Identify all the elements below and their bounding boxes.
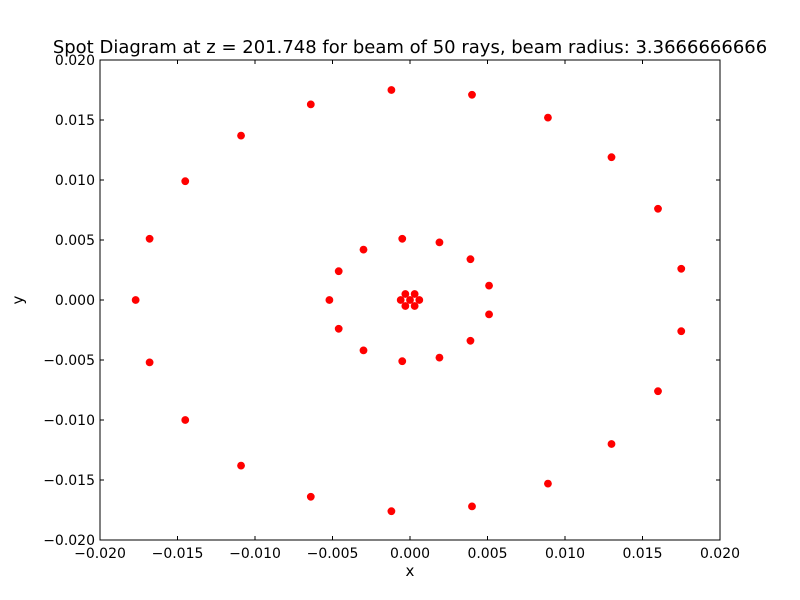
chart-title: Spot Diagram at z = 201.748 for beam of … (53, 37, 767, 58)
spot-point (406, 296, 414, 304)
spot-point (334, 267, 343, 276)
spot-point (466, 336, 475, 345)
spot-point (359, 245, 368, 254)
spot-point (410, 290, 419, 298)
y-tick-label: 0.015 (55, 113, 95, 129)
y-axis-label: y (9, 295, 27, 304)
spot-point (387, 86, 396, 94)
y-axis: −0.020 −0.015 −0.010 −0.005 0.000 0.005 0.010 0… (43, 53, 720, 549)
spot-point (145, 358, 154, 367)
spot-point (387, 507, 396, 516)
spot-point (237, 131, 245, 140)
spot-point (677, 264, 686, 273)
spot-point (607, 153, 616, 162)
x-tick-label: 0.015 (622, 546, 662, 562)
x-tick-label: 0.005 (467, 546, 507, 562)
spot-point (466, 255, 475, 264)
spot-point (544, 479, 552, 488)
y-tick-label: −0.010 (43, 413, 95, 429)
spot-point (485, 281, 493, 290)
spot-point (468, 90, 476, 99)
spot-point (237, 461, 245, 470)
x-axis-label: x (406, 562, 415, 580)
y-tick-label: −0.020 (43, 533, 95, 549)
spot-point (334, 324, 343, 333)
spot-point (607, 440, 616, 448)
spot-point (306, 492, 315, 501)
spot-point (401, 290, 410, 298)
spot-point (325, 296, 334, 304)
spot-point (398, 357, 407, 366)
spot-point (435, 353, 444, 362)
spot-point (401, 302, 410, 310)
spot-point (181, 177, 190, 186)
spot-point (398, 234, 407, 243)
x-tick-label: 0.020 (700, 546, 740, 562)
spot-point (544, 113, 552, 122)
spot-point (396, 296, 405, 304)
spot-point (435, 238, 444, 247)
spot-point (131, 296, 140, 304)
x-tick-label: −0.015 (152, 546, 204, 562)
spot-point (654, 387, 662, 396)
y-tick-label: 0.005 (55, 233, 95, 249)
x-axis: −0.020 −0.015 −0.010 −0.005 0.000 0.005 0.010 0… (74, 60, 740, 562)
spot-point (485, 310, 493, 319)
spot-point (410, 302, 419, 310)
y-tick-label: −0.005 (43, 353, 95, 369)
spot-point (145, 234, 154, 243)
x-tick-label: −0.010 (229, 546, 281, 562)
y-tick-label: 0.000 (55, 293, 95, 309)
spot-point (677, 327, 686, 336)
y-tick-label: −0.015 (43, 473, 95, 489)
spot-point (415, 296, 424, 304)
x-tick-label: 0.000 (390, 546, 430, 562)
spot-point (306, 100, 315, 109)
spot-point (359, 346, 368, 355)
x-tick-label: 0.010 (545, 546, 585, 562)
y-tick-label: 0.020 (55, 53, 95, 69)
spot-point (181, 416, 190, 424)
x-tick-label: −0.020 (74, 546, 126, 562)
spot-point (654, 204, 662, 213)
x-tick-label: −0.005 (307, 546, 359, 562)
spot-point (468, 502, 476, 511)
scatter-points (131, 86, 686, 516)
y-tick-label: 0.010 (55, 173, 95, 189)
